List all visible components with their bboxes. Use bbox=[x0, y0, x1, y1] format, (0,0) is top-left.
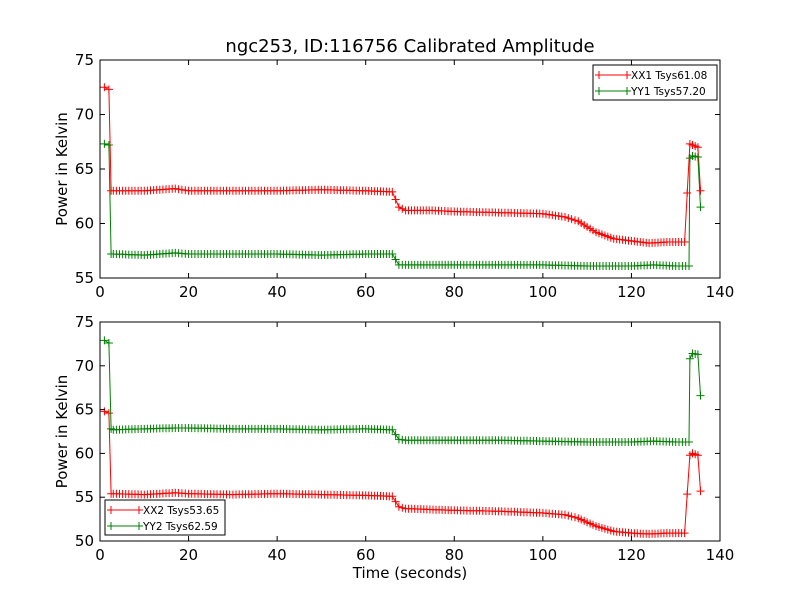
x-tick-label: 20 bbox=[179, 283, 198, 301]
legend-label: XX1 Tsys61.08 bbox=[631, 70, 707, 82]
legend-label: YY1 Tsys57.20 bbox=[630, 86, 706, 98]
x-tick-label: 0 bbox=[95, 546, 105, 564]
x-tick-label: 100 bbox=[529, 546, 558, 564]
y-tick-label: 75 bbox=[75, 51, 94, 69]
legend-marker bbox=[135, 506, 143, 514]
legend-marker bbox=[595, 71, 603, 79]
series-2 bbox=[100, 336, 705, 446]
plot-panel-2: 0 20 40 60 80 100 120 140 50 55 60 65 70 75 Power in K… bbox=[53, 313, 734, 582]
x-tick-label: 60 bbox=[356, 546, 375, 564]
y-tick-label: 60 bbox=[75, 215, 94, 233]
x-tick-label: 60 bbox=[356, 283, 375, 301]
x-tick-label: 40 bbox=[268, 546, 287, 564]
legend-marker bbox=[595, 87, 603, 95]
y-tick-label: 65 bbox=[75, 401, 94, 419]
y-tick-label: 50 bbox=[75, 532, 94, 550]
x-tick-label: 80 bbox=[445, 283, 464, 301]
x-tick-label: 80 bbox=[445, 546, 464, 564]
plot-panel-1: 0 20 40 60 80 100 120 140 55 60 65 70 75 ngc253, ID:1… bbox=[53, 36, 734, 301]
legend-box bbox=[104, 499, 226, 536]
y-tick-label: 70 bbox=[75, 357, 94, 375]
series-1 bbox=[100, 83, 705, 248]
series-line bbox=[104, 339, 701, 443]
series-markers bbox=[100, 407, 705, 538]
legend-marker bbox=[135, 522, 143, 530]
legend: XX1 Tsys61.08 YY1 Tsys57.20 bbox=[592, 64, 718, 101]
y-axis-label: Power in Kelvin bbox=[53, 375, 71, 489]
x-tick-label: 100 bbox=[529, 283, 558, 301]
series-markers bbox=[100, 83, 705, 248]
x-tick-label: 120 bbox=[617, 546, 646, 564]
y-tick-label: 60 bbox=[75, 444, 94, 462]
y-tick-label: 65 bbox=[75, 160, 94, 178]
legend-marker bbox=[623, 71, 631, 79]
y-tick-label: 75 bbox=[75, 313, 94, 331]
axes-frame bbox=[99, 321, 721, 542]
legend-label: XX2 Tsys53.65 bbox=[143, 505, 219, 517]
series-1 bbox=[100, 407, 705, 538]
x-axis-label: Time (seconds) bbox=[352, 564, 468, 582]
legend-marker bbox=[107, 522, 115, 530]
legend-marker bbox=[623, 87, 631, 95]
legend-marker bbox=[107, 506, 115, 514]
x-tick-label: 140 bbox=[706, 283, 735, 301]
legend-box bbox=[592, 64, 718, 101]
x-tick-label: 0 bbox=[95, 283, 105, 301]
x-tick-label: 120 bbox=[617, 283, 646, 301]
x-tick-label: 20 bbox=[179, 546, 198, 564]
y-tick-label: 70 bbox=[75, 106, 94, 124]
y-tick-label: 55 bbox=[75, 269, 94, 287]
y-tick-label: 55 bbox=[75, 488, 94, 506]
x-tick-label: 40 bbox=[268, 283, 287, 301]
x-tick-label: 140 bbox=[706, 546, 735, 564]
series-markers bbox=[100, 139, 705, 270]
legend: XX2 Tsys53.65 YY2 Tsys62.59 bbox=[104, 499, 226, 536]
series-line bbox=[104, 86, 701, 244]
y-axis-label: Power in Kelvin bbox=[53, 112, 71, 226]
series-2 bbox=[100, 139, 705, 270]
chart-title: ngc253, ID:116756 Calibrated Amplitude bbox=[225, 36, 594, 57]
legend-label: YY2 Tsys62.59 bbox=[142, 521, 218, 533]
series-markers bbox=[100, 336, 705, 446]
